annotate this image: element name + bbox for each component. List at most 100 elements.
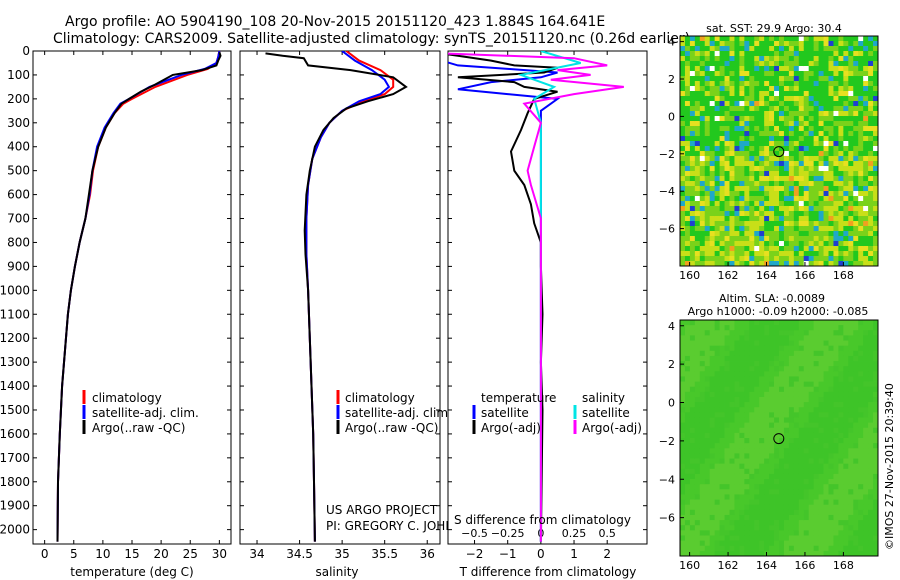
map-cell [719, 151, 725, 157]
map-cell [729, 146, 735, 152]
map-cell [848, 355, 854, 362]
map-cell [684, 535, 691, 542]
map-cell [868, 71, 874, 77]
map-cell [729, 116, 735, 122]
map-cell [858, 176, 864, 182]
map-cell [744, 81, 750, 87]
map-cell [833, 191, 839, 197]
depth-tick-label: 700 [7, 212, 30, 226]
map-cell [729, 330, 735, 336]
map-cell [803, 376, 810, 382]
map-cell [779, 171, 785, 177]
map-cell [818, 499, 824, 506]
map-cell [739, 101, 745, 107]
map-cell [853, 396, 859, 403]
map-cell [764, 126, 770, 132]
map-cell [793, 350, 800, 357]
map-cell [744, 116, 750, 122]
map-cell [868, 499, 874, 506]
map-cell [813, 458, 819, 465]
map-cell [764, 525, 770, 531]
map-cell [754, 386, 760, 393]
map-cell [699, 201, 706, 207]
map-cell [684, 251, 691, 257]
map-cell [680, 525, 686, 531]
map-cell [813, 514, 819, 521]
map-cell [744, 402, 750, 408]
map-cell [709, 540, 716, 547]
map-cell [803, 71, 810, 77]
map-cell [868, 427, 874, 434]
map-cell [749, 226, 755, 232]
map-cell [863, 176, 869, 182]
map-cell [853, 545, 859, 552]
map-cell [838, 171, 844, 177]
map-cell [793, 246, 800, 252]
map-cell [783, 111, 790, 117]
map-cell [769, 246, 775, 252]
map-cell [714, 484, 720, 490]
map-cell [848, 81, 854, 87]
map-cell [818, 443, 824, 449]
map-cell [843, 463, 849, 470]
map-cell [823, 530, 829, 536]
map-cell [843, 438, 849, 444]
map-cell [793, 181, 800, 187]
map-cell [694, 211, 701, 217]
map-cell [808, 402, 815, 408]
map-cell [699, 81, 706, 87]
map-cell [868, 231, 874, 237]
map-cell [793, 381, 800, 388]
map-cell [680, 432, 686, 439]
map-cell [779, 535, 785, 542]
map-cell [848, 146, 854, 152]
map-cell [744, 479, 750, 485]
map-cell [853, 131, 859, 137]
map-cell [803, 366, 810, 372]
map-cell [853, 422, 859, 429]
map-cell [783, 81, 790, 87]
map-cell [680, 504, 686, 511]
map-cell [873, 171, 879, 177]
map-cell [808, 499, 815, 506]
map-cell [744, 141, 750, 147]
map-cell [803, 330, 810, 336]
map-cell [744, 51, 750, 57]
map-cell [704, 376, 711, 382]
map-cell [813, 241, 819, 247]
map-cell [764, 453, 770, 459]
map-cell [853, 201, 859, 207]
map-cell [754, 335, 760, 341]
map-cell [863, 46, 869, 52]
map-cell [828, 196, 834, 202]
map-cell [868, 201, 874, 207]
map-cell [774, 371, 780, 377]
map-cell [709, 166, 716, 172]
map-cell [803, 41, 810, 47]
map-cell [739, 381, 745, 388]
map-cell [868, 504, 874, 511]
map-cell [798, 320, 805, 326]
map-cell [868, 161, 874, 167]
map-cell [843, 396, 849, 403]
map-cell [680, 422, 686, 429]
map-cell [798, 71, 805, 77]
map-cell [680, 489, 686, 495]
map-cell [764, 231, 770, 237]
map-cell [729, 489, 735, 495]
map-cell [764, 402, 770, 408]
map-cell [863, 371, 869, 377]
map-cell [783, 211, 790, 217]
map-cell [853, 196, 859, 202]
map-cell [779, 116, 785, 122]
map-cell [858, 251, 864, 257]
map-cell [793, 51, 800, 57]
map-cell [719, 443, 725, 449]
map-cell [749, 550, 755, 557]
map-cell [828, 131, 834, 137]
map-cell [704, 141, 711, 147]
map-cell [680, 111, 686, 117]
map-cell [858, 520, 864, 526]
map-cell [779, 66, 785, 72]
map-cell [779, 386, 785, 393]
